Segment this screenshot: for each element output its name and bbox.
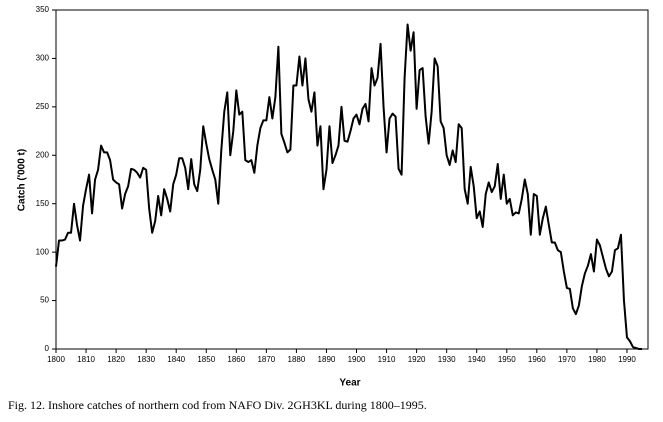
x-tick-label: 1840 — [167, 355, 185, 364]
y-tick-label: 100 — [36, 247, 50, 256]
y-tick-label: 250 — [36, 102, 50, 111]
caption: Fig. 12. Inshore catches of northern cod… — [8, 398, 427, 412]
y-tick-label: 300 — [36, 54, 50, 63]
x-tick-label: 1850 — [197, 355, 215, 364]
data-line — [55, 23, 642, 350]
y-tick-label: 350 — [36, 5, 50, 14]
x-tick-label: 1970 — [558, 355, 576, 364]
x-tick-label: 1820 — [107, 355, 125, 364]
x-tick-label: 1890 — [318, 355, 336, 364]
x-tick-label: 1870 — [257, 355, 275, 364]
y-tick-label: 50 — [40, 296, 49, 305]
x-tick-label: 1880 — [288, 355, 306, 364]
x-tick-label: 1990 — [618, 355, 636, 364]
x-tick-label: 1980 — [588, 355, 606, 364]
x-tick-label: 1810 — [77, 355, 95, 364]
x-tick-label: 1920 — [408, 355, 426, 364]
y-tick-label: 200 — [36, 150, 50, 159]
y-tick-label: 0 — [45, 344, 50, 353]
x-tick-label: 1930 — [438, 355, 456, 364]
x-tick-label: 1900 — [348, 355, 366, 364]
x-tick-label: 1830 — [137, 355, 155, 364]
x-tick-label: 1800 — [47, 355, 65, 364]
plot-frame — [55, 9, 649, 350]
y-tick-label: 150 — [36, 199, 50, 208]
x-tick-label: 1960 — [528, 355, 546, 364]
x-axis-title: Year — [339, 378, 360, 389]
x-tick-label: 1940 — [468, 355, 486, 364]
y-axis-title: Catch ('000 t) — [17, 149, 28, 211]
x-tick-label: 1950 — [498, 355, 516, 364]
x-tick-label: 1910 — [378, 355, 396, 364]
x-tick-label: 1860 — [227, 355, 245, 364]
